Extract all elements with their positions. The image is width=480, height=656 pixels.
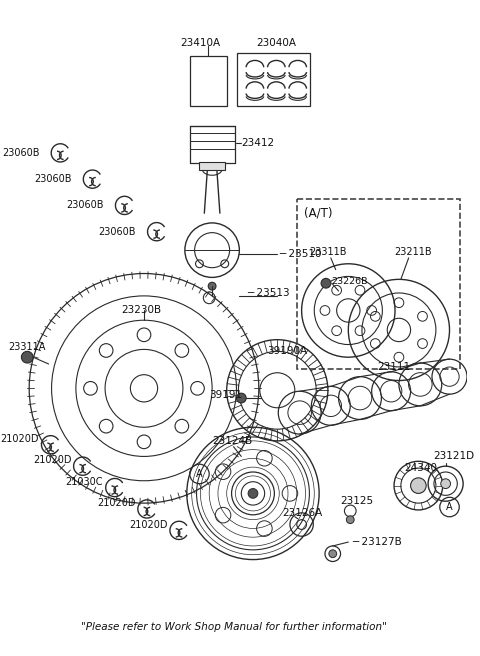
Text: 23121D: 23121D: [433, 451, 474, 461]
Bar: [238, 52, 311, 106]
Text: 23124B: 23124B: [212, 436, 252, 446]
Text: 21020D: 21020D: [33, 455, 72, 465]
Text: 21030C: 21030C: [65, 477, 103, 487]
Circle shape: [410, 478, 426, 493]
Text: A: A: [196, 469, 203, 479]
Text: 24340: 24340: [404, 463, 437, 473]
Text: 21020D: 21020D: [0, 434, 38, 444]
Text: 23412: 23412: [241, 138, 275, 148]
Text: ─ 23513: ─ 23513: [247, 288, 290, 298]
Text: 23410A: 23410A: [180, 38, 220, 48]
Circle shape: [248, 489, 258, 499]
Text: 23125: 23125: [340, 496, 373, 506]
Text: 23311B: 23311B: [310, 247, 347, 257]
Text: 23311A: 23311A: [8, 342, 45, 352]
Text: 21020D: 21020D: [130, 520, 168, 529]
Circle shape: [208, 282, 216, 290]
Text: 39190A: 39190A: [267, 346, 308, 356]
Text: 23226B: 23226B: [331, 277, 367, 286]
Text: "Please refer to Work Shop Manual for further information": "Please refer to Work Shop Manual for fu…: [81, 622, 386, 632]
Text: 23211B: 23211B: [394, 247, 432, 257]
Circle shape: [22, 352, 33, 363]
Text: ─ 23510: ─ 23510: [279, 249, 322, 259]
Text: 23060B: 23060B: [2, 148, 39, 158]
Text: A: A: [446, 502, 453, 512]
Text: (A/T): (A/T): [303, 207, 332, 220]
Text: 23060B: 23060B: [34, 174, 72, 184]
Text: 21020D: 21020D: [97, 498, 136, 508]
Text: ─ 23127B: ─ 23127B: [352, 537, 402, 547]
Bar: [200, 161, 225, 171]
Text: 39191: 39191: [209, 390, 242, 400]
Text: 23040A: 23040A: [256, 38, 296, 48]
Circle shape: [237, 393, 246, 403]
Circle shape: [329, 550, 336, 558]
Circle shape: [321, 278, 331, 288]
Text: 23060B: 23060B: [66, 200, 104, 211]
Text: 23126A: 23126A: [282, 508, 323, 518]
Text: 23111: 23111: [377, 362, 410, 372]
Bar: [190, 56, 227, 106]
Bar: [297, 199, 460, 369]
Text: 23060B: 23060B: [98, 227, 136, 237]
Circle shape: [347, 516, 354, 523]
Text: 23230B: 23230B: [121, 306, 162, 316]
Circle shape: [441, 479, 451, 489]
